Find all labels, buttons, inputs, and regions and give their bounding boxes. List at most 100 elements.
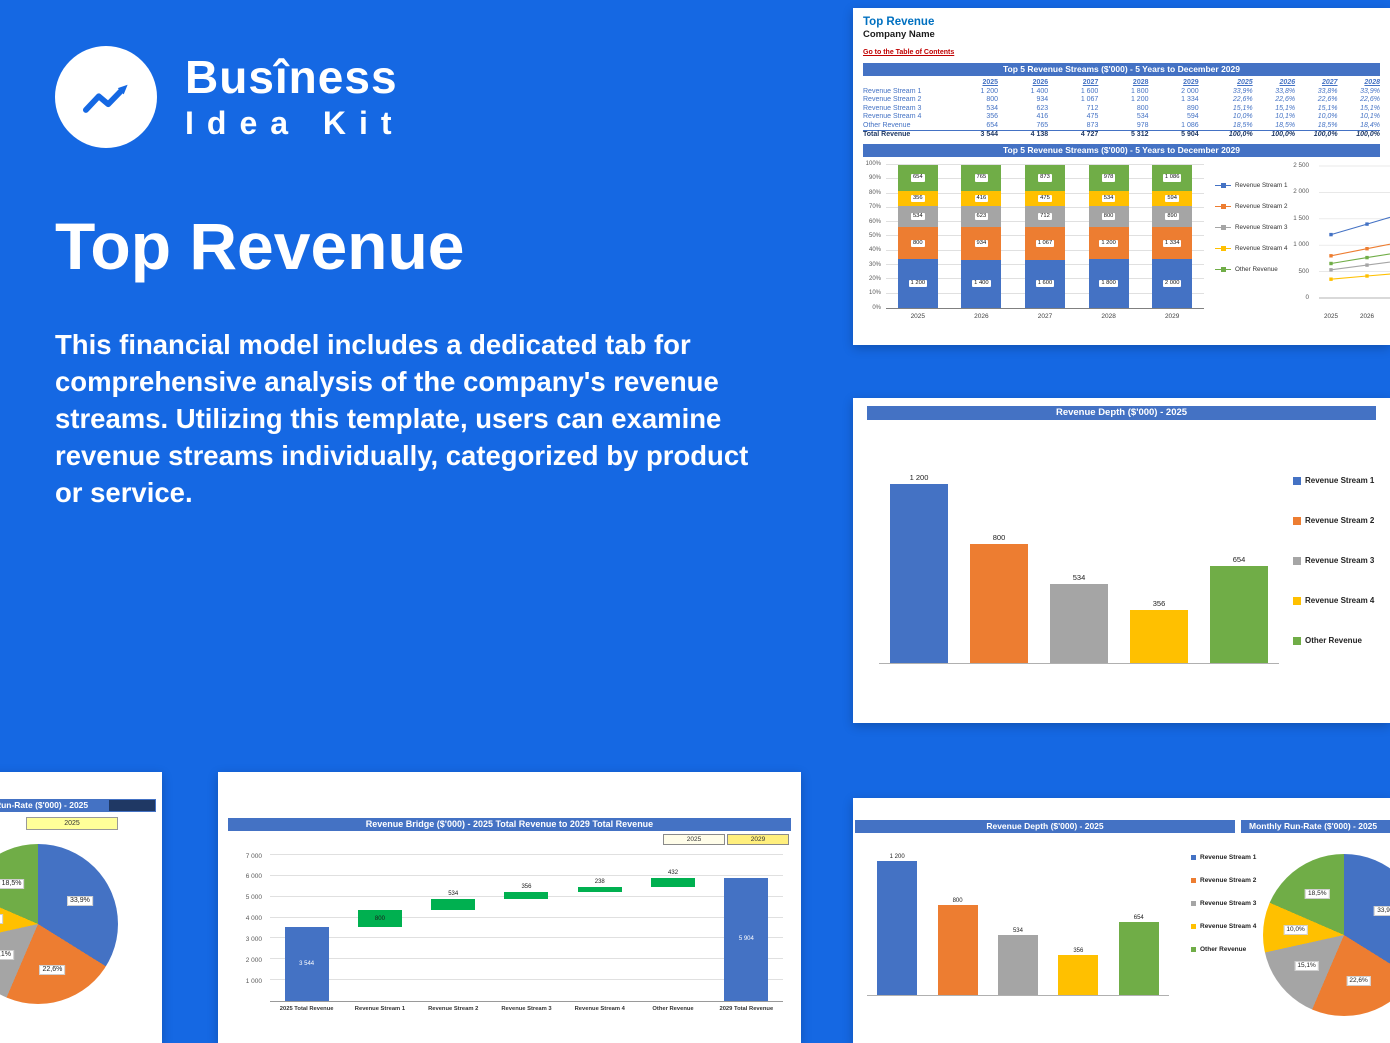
bar-segment: 800 <box>1088 205 1129 228</box>
depth-plot-small: 1 200 800 534 356 654 <box>867 844 1169 996</box>
legend-line-marker <box>1215 266 1231 272</box>
depth-bar <box>937 905 978 995</box>
legend-label: Other Revenue <box>1200 946 1247 953</box>
data-label: 800 <box>374 915 385 922</box>
legend-item: Revenue Stream 4 <box>1293 596 1374 605</box>
depth-bar-group: 800 <box>970 533 1028 663</box>
brand: Busîness Idea Kit <box>55 46 405 148</box>
table-header-row: 2025 2026 2027 2028 2029 2025 2026 2027 2028 <box>863 78 1380 88</box>
bar-segment: 1 400 <box>961 259 1002 308</box>
table-row: Revenue Stream 1 1 200 1 400 1 600 1 800 2 00… <box>863 88 1380 96</box>
stacked-bar: 765 416 623 934 1 400 <box>961 164 1002 308</box>
y-tick-label: 2 500 <box>1293 161 1309 169</box>
bar-segment: 712 <box>1024 205 1065 228</box>
trend-arrow-icon <box>82 84 128 113</box>
pie-data-label: 18,5% <box>1305 889 1330 900</box>
waterfall-bar <box>431 899 476 911</box>
table-header-bar: Top 5 Revenue Streams ($'000) - 5 Years … <box>863 63 1380 76</box>
stacked-chart-header-bar: Top 5 Revenue Streams ($'000) - 5 Years … <box>863 143 1380 157</box>
toc-link[interactable]: Go to the Table of Contents <box>863 49 955 56</box>
legend-item: Revenue Stream 1 <box>1191 854 1256 861</box>
pie-data-label: 22,6% <box>1346 976 1371 987</box>
value-cell: 1 086 <box>1181 121 1199 129</box>
combo-depth-chart: 1 200 800 534 356 654 <box>867 844 1169 1004</box>
pct-cell: 22,6% <box>1232 96 1253 104</box>
year-filter[interactable]: 2025 <box>26 817 118 830</box>
data-label: 890 <box>1165 212 1179 221</box>
y-tick-label: 1 000 <box>1293 241 1309 249</box>
revenue-table: 2025 2026 2027 2028 2029 2025 2026 2027 2028 Reve… <box>863 78 1380 140</box>
value-cell: 475 <box>1086 113 1099 121</box>
x-tick-label: 2028 <box>1101 312 1116 320</box>
line-y-axis: 2 500 2 000 1 500 1 000 500 0 <box>1283 162 1309 301</box>
sheet-title: Top Revenue <box>863 16 935 28</box>
y-tick-label: 5 000 <box>245 894 262 902</box>
pct-cell: 10,1% <box>1360 113 1380 121</box>
legend-square-marker <box>1220 266 1226 272</box>
pie-data-label: 18,5% <box>0 878 25 889</box>
depth-chart: 1 200 800 534 356 654 Revenue Stream 1 Revenu… <box>863 424 1380 706</box>
waterfall-bar <box>724 877 769 1001</box>
value-cell: 5 312 <box>1130 131 1149 139</box>
data-label: 654 <box>1133 914 1144 921</box>
pct-cell: 100,0% <box>1356 131 1380 139</box>
depth-bar <box>877 860 918 995</box>
gridline <box>270 874 783 876</box>
legend-label: Revenue Stream 2 <box>1235 202 1288 210</box>
value-cell: 1 800 <box>1130 88 1149 95</box>
data-label: 1 200 <box>1099 239 1118 248</box>
pie: 33,9% 22,6% 15,1% 10,0% 18,5% <box>0 844 118 1004</box>
bar-segment: 873 <box>1024 164 1065 192</box>
row-label-cell: Revenue Stream 4 <box>863 113 922 121</box>
data-label: 800 <box>992 533 1006 542</box>
combo-depth-header-bar: Revenue Depth ($'000) - 2025 <box>855 820 1235 833</box>
legend-item: Other Revenue <box>1293 636 1374 645</box>
value-cell: 3 544 <box>980 131 999 139</box>
pct-cell: 15,1% <box>1275 104 1296 112</box>
pct-cell: 33,9% <box>1360 88 1380 95</box>
year-header-cell: 2025 <box>982 79 999 86</box>
depth-bar-group: 800 <box>937 898 978 995</box>
gridline <box>270 916 783 918</box>
pct-year-header-cell: 2027 <box>1321 79 1338 86</box>
data-label: 534 <box>910 212 925 221</box>
waterfall-column: 5 904 <box>710 856 783 1001</box>
data-label: 1 400 <box>972 279 991 288</box>
legend-item: Revenue Stream 1 <box>1293 476 1374 485</box>
pct-cell: 18,5% <box>1275 121 1296 129</box>
waterfall-bar <box>651 877 696 887</box>
table-row: Total Revenue 3 544 4 138 4 727 5 312 5 904 10… <box>863 129 1380 140</box>
depth-bar <box>1118 921 1159 995</box>
y-tick-label: 30% <box>868 261 881 268</box>
data-label: 654 <box>910 174 925 182</box>
runrate-title: Monthly Run-Rate ($'000) - 2025 <box>0 800 89 810</box>
filter-2025[interactable]: 2025 <box>663 834 725 845</box>
filter-2029[interactable]: 2029 <box>727 834 789 845</box>
legend-item: Revenue Stream 4 <box>1215 245 1288 252</box>
value-cell: 356 <box>986 113 999 121</box>
pct-year-header-cell: 2025 <box>1237 79 1253 86</box>
bridge-x-axis: 2025 Total Revenue Revenue Stream 1 Revenu… <box>270 1006 783 1013</box>
legend-label: Revenue Stream 2 <box>1305 516 1375 525</box>
legend-square-marker <box>1220 224 1226 230</box>
row-label-cell: Revenue Stream 2 <box>863 96 922 104</box>
legend-line-marker <box>1215 203 1231 209</box>
legend-square-marker <box>1293 476 1301 485</box>
stacked-bar: 654 356 534 800 1 200 <box>897 164 938 308</box>
legend-item: Other Revenue <box>1191 946 1256 953</box>
bar-segment: 654 <box>897 164 938 192</box>
data-label: 623 <box>974 212 989 221</box>
value-cell: 1 600 <box>1080 88 1099 95</box>
y-tick-label: 60% <box>868 218 881 225</box>
pct-cell: 22,6% <box>1275 96 1296 104</box>
value-cell: 2 000 <box>1181 88 1199 95</box>
legend-label: Revenue Stream 2 <box>1200 877 1257 884</box>
depth-plot: 1 200 800 534 356 654 <box>879 468 1279 664</box>
bar-segment: 1 200 <box>897 259 938 308</box>
x-tick-label: 2026 <box>1359 312 1374 320</box>
data-label: 1 200 <box>908 279 928 288</box>
legend-square-marker <box>1293 516 1301 525</box>
row-label-cell: Other Revenue <box>863 121 911 129</box>
combo-pie-chart: 33,9% 22,6% 15,1% 10,0% 18,5% <box>1263 854 1390 1016</box>
bar-segment: 475 <box>1024 191 1065 206</box>
